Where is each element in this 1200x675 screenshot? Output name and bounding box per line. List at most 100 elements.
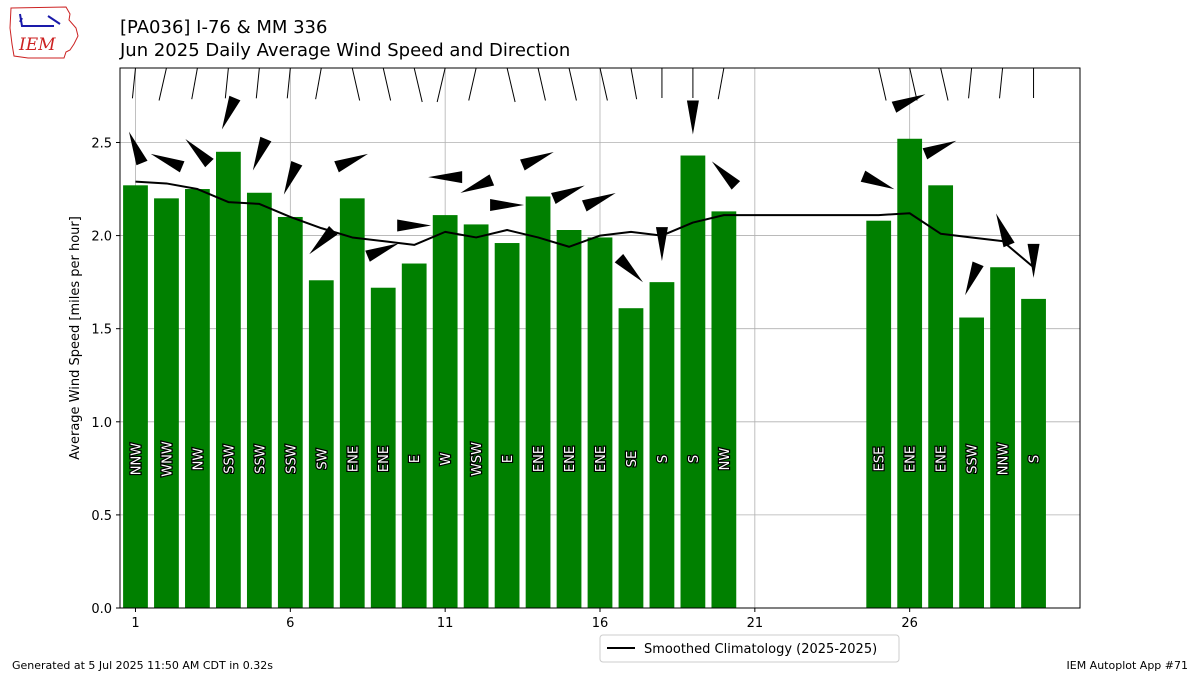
wind-arrow (309, 226, 338, 255)
speed-bar (339, 198, 365, 608)
wind-arrow (252, 136, 272, 171)
speed-bar (494, 243, 520, 608)
wind-barb-stem (878, 67, 887, 101)
speed-bar (154, 198, 179, 608)
speed-bar (463, 224, 489, 608)
wind-barb-stem (599, 67, 608, 101)
direction-labels: NNW WNW NW SSW SSW SSW SW ENE ENE E W WSW E ENE ENE ENE… (128, 440, 1043, 478)
speed-bar (246, 192, 272, 609)
wind-arrow (365, 243, 399, 262)
speed-bar (123, 185, 148, 608)
wind-arrow (1027, 243, 1040, 278)
wind-flag-icon (19, 13, 61, 27)
direction-label: S (687, 455, 702, 463)
direction-label: E (501, 455, 516, 463)
x-tick-label: 6 (286, 616, 294, 631)
wind-arrow (520, 151, 554, 171)
climatology-series-line (135, 180, 1035, 269)
logo-text: IEM (18, 35, 56, 55)
direction-label: ENE (563, 446, 578, 472)
direction-label: SSW (284, 444, 299, 474)
direction-label: NW (191, 448, 206, 471)
wind-barb-stem (999, 67, 1004, 99)
chart-title: [PA036] I-76 & MM 336 (120, 17, 328, 38)
direction-label: ENE (532, 446, 547, 472)
speed-bar (525, 196, 551, 608)
direction-label: ENE (377, 446, 392, 472)
y-tick-label: 1.0 (91, 416, 112, 431)
wind-arrow (221, 95, 241, 130)
speed-bar (680, 155, 706, 608)
x-tick-label: 21 (747, 616, 764, 631)
x-tick-label: 11 (437, 616, 454, 631)
direction-label: ENE (904, 446, 919, 472)
wind-arrow (334, 153, 368, 173)
wind-arrow (655, 227, 668, 262)
wind-arrow (614, 253, 643, 283)
speed-bar (990, 267, 1015, 608)
wind-barb-stem (191, 67, 198, 100)
speed-bar (928, 185, 954, 608)
direction-label: W (439, 452, 454, 465)
speed-bar (308, 280, 334, 608)
wind-arrow (428, 171, 463, 184)
speed-bar (370, 287, 396, 608)
speed-bar (587, 237, 613, 608)
wind-arrow (922, 140, 957, 160)
wind-barb-stem (909, 67, 918, 101)
direction-label: ENE (594, 446, 609, 472)
wind-barb-stem (413, 67, 423, 103)
x-tick-label: 16 (592, 616, 609, 631)
direction-label: ENE (346, 446, 361, 472)
direction-label: WNW (160, 441, 175, 477)
wind-arrow (965, 261, 984, 296)
direction-label: SSW (253, 444, 268, 474)
wind-barb-stem (158, 67, 167, 101)
speed-bar (897, 138, 923, 609)
wind-barb-stem (506, 67, 516, 103)
generated-timestamp: Generated at 5 Jul 2025 11:50 AM CDT in … (12, 659, 273, 672)
speed-bar (618, 308, 644, 608)
wind-arrow (128, 131, 148, 166)
climatology-line (135, 180, 1035, 269)
iowa-outline-icon (9, 6, 79, 59)
wind-barb-stem (968, 67, 973, 99)
speed-bar (432, 215, 458, 608)
y-axis-label: Average Wind Speed [miles per hour] (68, 216, 83, 460)
wind-barb-stem (537, 67, 546, 101)
wind-barb-stem (224, 67, 229, 99)
wind-barb-stem (717, 67, 725, 100)
speed-bar (185, 189, 210, 608)
speed-bar (216, 151, 241, 609)
direction-label: SE (625, 451, 640, 467)
wind-arrow (283, 160, 303, 195)
wind-barb-stem (382, 67, 392, 101)
y-tick-label: 0.5 (91, 509, 112, 524)
axis-ticks: 1 6 11 16 21 260.00.51.01.52.02.5 (91, 136, 918, 631)
iem-logo: IEM (9, 6, 79, 59)
direction-label: E (408, 455, 423, 463)
legend-label: Smoothed Climatology (2025-2025) (644, 642, 877, 657)
speed-bar (711, 211, 737, 608)
speed-bar (866, 220, 892, 609)
speed-bar (649, 282, 675, 608)
y-tick-label: 2.0 (91, 230, 112, 245)
y-tick-label: 1.5 (91, 323, 112, 338)
wind-barb-stem (255, 67, 260, 99)
legend-box (599, 634, 900, 663)
wind-arrow (150, 153, 185, 173)
wind-barb-stem (630, 67, 638, 100)
wind-barb-stem (315, 67, 322, 100)
direction-label: SSW (966, 444, 981, 474)
direction-label: ESE (873, 447, 888, 472)
wind-barb-stem (436, 67, 446, 103)
wind-barb-stem (351, 67, 361, 101)
x-tick-label: 1 (131, 616, 139, 631)
wind-arrow (891, 94, 926, 113)
wind-arrow (551, 185, 585, 205)
direction-label: NW (718, 448, 733, 471)
speed-bar (959, 317, 984, 608)
bars (123, 138, 1046, 609)
direction-label: NNW (129, 443, 144, 475)
